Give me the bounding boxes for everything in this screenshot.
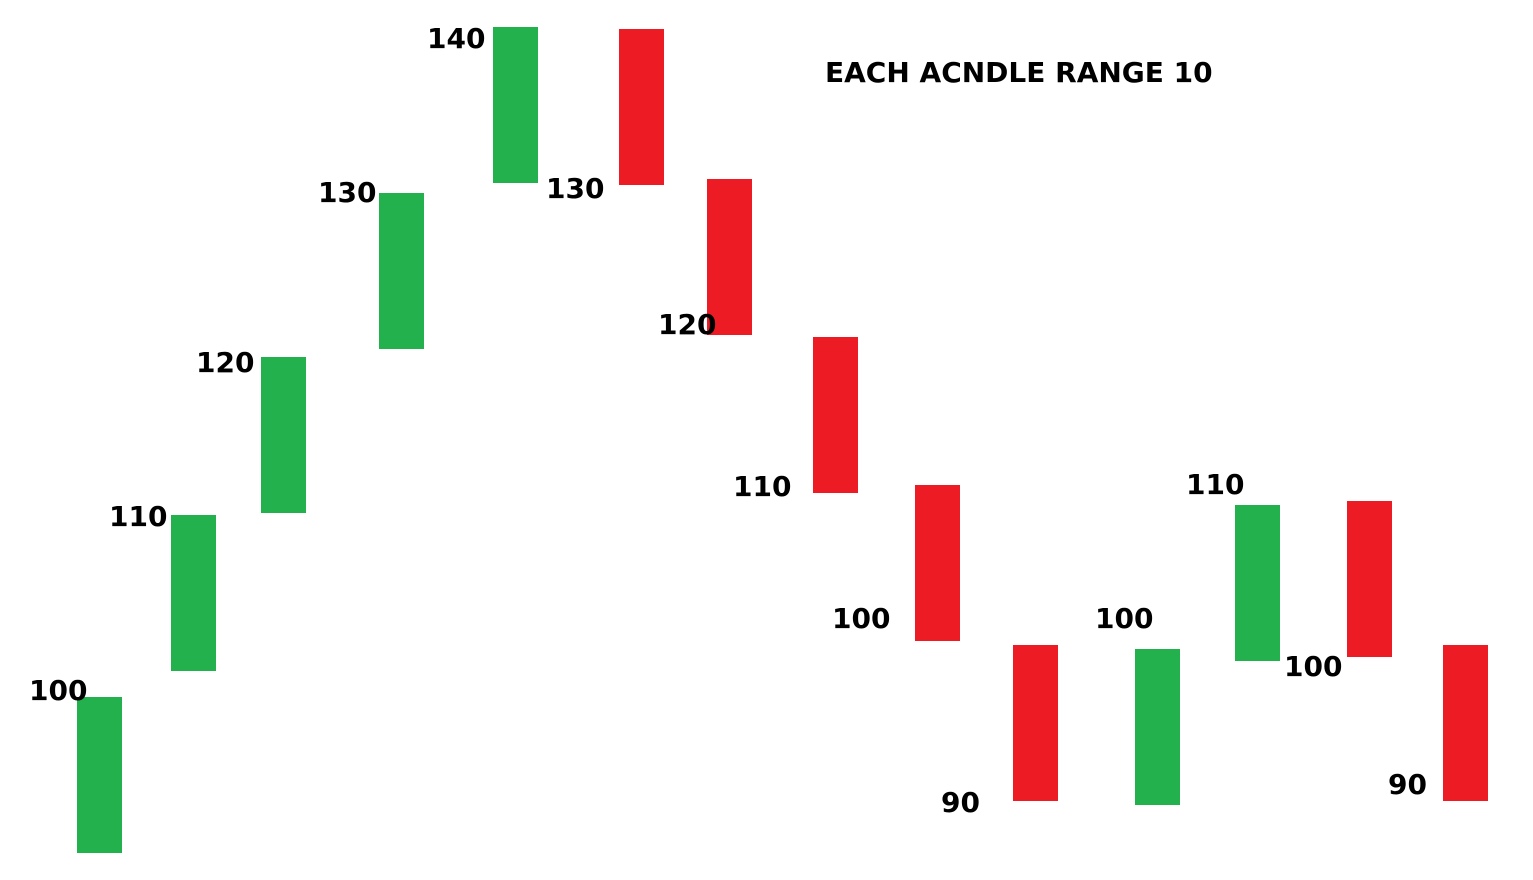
chart-title: EACH ACNDLE RANGE 10 [825,56,1213,89]
candles-layer [77,27,1488,853]
bear-candle-13 [1347,501,1392,657]
bear-candle-7 [707,179,752,335]
bull-candle-2 [171,515,216,671]
price-label-9: 100 [832,602,890,635]
bull-candle-5 [493,27,538,183]
bear-candle-8 [813,337,858,493]
bull-candle-1 [77,697,122,853]
price-label-1: 100 [29,674,87,707]
price-label-13: 100 [1284,650,1342,683]
bear-candle-6 [619,29,664,185]
labels-layer: 100 110 120 130 140 130 120 110 100 90 100 110 100 90 [29,22,1427,819]
price-label-5: 140 [427,22,485,55]
price-label-4: 130 [318,176,376,209]
price-label-11: 100 [1095,602,1153,635]
bear-candle-9 [915,485,960,641]
bear-candle-14 [1443,645,1488,801]
bull-candle-4 [379,193,424,349]
price-label-10: 90 [941,786,980,819]
bear-candle-10 [1013,645,1058,801]
price-label-7: 120 [658,308,716,341]
price-label-3: 120 [196,346,254,379]
price-label-6: 130 [546,172,604,205]
bull-candle-12 [1235,505,1280,661]
price-label-2: 110 [109,500,167,533]
bull-candle-11 [1135,649,1180,805]
price-label-12: 110 [1186,468,1244,501]
price-label-8: 110 [733,470,791,503]
price-label-14: 90 [1388,768,1427,801]
bull-candle-3 [261,357,306,513]
